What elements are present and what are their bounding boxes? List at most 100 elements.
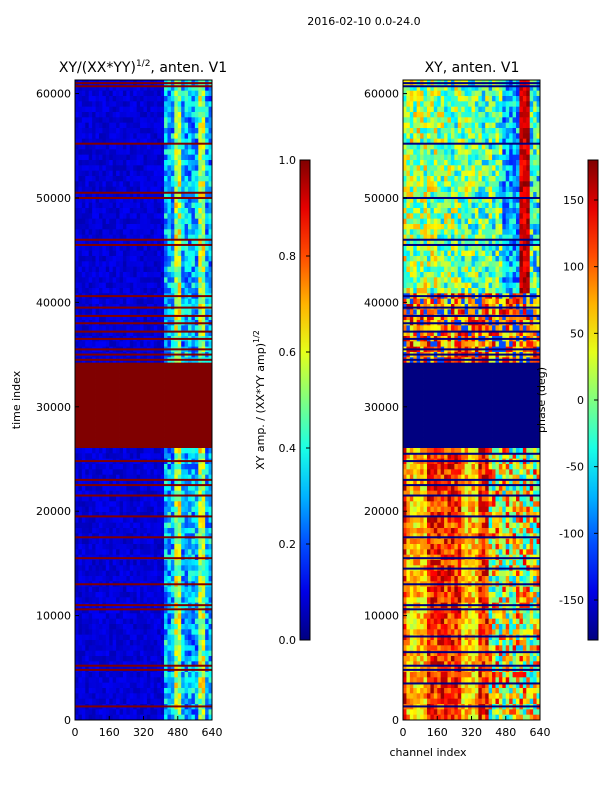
amplitude-heatmap-cell xyxy=(98,618,103,625)
amplitude-heatmap-cell xyxy=(143,656,148,662)
amplitude-heatmap-cell xyxy=(153,512,158,518)
amplitude-heatmap-cell xyxy=(140,368,144,374)
amplitude-heatmap-cell xyxy=(122,240,127,246)
amplitude-heatmap-cell xyxy=(194,149,199,156)
amplitude-heatmap-cell xyxy=(174,682,179,689)
amplitude-heatmap-cell xyxy=(208,453,213,460)
amplitude-heatmap-cell xyxy=(98,522,103,529)
amplitude-heatmap-cell xyxy=(133,170,138,177)
amplitude-colorbar-label-sup: 1/2 xyxy=(252,330,261,343)
amplitude-heatmap-cell xyxy=(81,629,86,636)
amplitude-heatmap-cell xyxy=(181,538,185,545)
amplitude-heatmap-cell xyxy=(119,709,124,716)
amplitude-heatmap-cell xyxy=(150,613,155,620)
amplitude-heatmap-cell xyxy=(174,202,179,209)
amplitude-heatmap-cell xyxy=(126,698,131,705)
amplitude-heatmap-cell xyxy=(170,693,175,700)
amplitude-heatmap-cell xyxy=(129,448,134,454)
amplitude-heatmap-cell xyxy=(157,714,162,721)
amplitude-heatmap-cell xyxy=(191,309,196,316)
amplitude-heatmap-cell xyxy=(129,586,134,593)
amplitude-heatmap-cell xyxy=(119,128,124,134)
amplitude-heatmap-cell xyxy=(181,410,185,417)
amplitude-heatmap-cell xyxy=(102,469,107,476)
amplitude-heatmap-cell xyxy=(122,186,127,193)
amplitude-heatmap-cell xyxy=(160,229,165,236)
amplitude-heatmap-cell xyxy=(191,576,196,582)
amplitude-heatmap-cell xyxy=(119,229,124,236)
amplitude-heatmap-cell xyxy=(136,608,141,614)
amplitude-heatmap-cell xyxy=(95,144,100,150)
amplitude-heatmap-cell xyxy=(126,144,131,150)
amplitude-heatmap-cell xyxy=(184,272,189,278)
amplitude-heatmap-cell xyxy=(78,645,83,652)
amplitude-heatmap-cell xyxy=(109,405,114,412)
amplitude-heatmap-cell xyxy=(75,122,79,129)
amplitude-heatmap-cell xyxy=(122,288,127,294)
amplitude-heatmap-cell xyxy=(146,538,151,545)
amplitude-heatmap-cell xyxy=(119,341,124,348)
amplitude-heatmap-cell xyxy=(167,661,172,668)
amplitude-heatmap-cell xyxy=(157,240,162,246)
amplitude-heatmap-cell xyxy=(140,384,144,390)
amplitude-heatmap-cell xyxy=(78,549,83,556)
amplitude-heatmap-cell xyxy=(126,272,131,278)
amplitude-heatmap-cell xyxy=(92,677,96,684)
amplitude-heatmap-cell xyxy=(188,245,192,252)
amplitude-heatmap-cell xyxy=(105,128,110,134)
amplitude-heatmap-cell xyxy=(153,176,158,182)
amplitude-heatmap-cell xyxy=(208,325,213,332)
amplitude-heatmap-cell xyxy=(174,629,179,636)
amplitude-heatmap-cell xyxy=(102,394,107,401)
amplitude-heatmap-cell xyxy=(81,549,86,556)
amplitude-heatmap-cell xyxy=(109,416,114,422)
amplitude-heatmap-cell xyxy=(98,154,103,161)
amplitude-heatmap-cell xyxy=(184,474,189,481)
amplitude-heatmap-cell xyxy=(160,208,165,214)
amplitude-heatmap-cell xyxy=(160,122,165,129)
amplitude-heatmap-cell xyxy=(105,240,110,246)
amplitude-heatmap-cell xyxy=(191,341,196,348)
amplitude-heatmap-cell xyxy=(140,533,144,540)
amplitude-heatmap-cell xyxy=(191,677,196,684)
amplitude-heatmap-cell xyxy=(119,693,124,700)
amplitude-heatmap-cell xyxy=(205,597,209,604)
amplitude-heatmap-cell xyxy=(160,325,165,332)
amplitude-heatmap-cell xyxy=(170,106,175,113)
amplitude-heatmap-cell xyxy=(198,197,203,204)
amplitude-heatmap-cell xyxy=(140,165,144,172)
amplitude-heatmap-cell xyxy=(126,576,131,582)
amplitude-heatmap-cell xyxy=(85,197,90,204)
phase-heatmap-cell xyxy=(454,85,459,92)
amplitude-heatmap-cell xyxy=(102,634,107,641)
amplitude-heatmap-cell xyxy=(122,416,127,422)
amplitude-heatmap-cell xyxy=(109,645,114,652)
amplitude-heatmap-cell xyxy=(98,117,103,124)
amplitude-heatmap-cell xyxy=(122,234,127,241)
amplitude-heatmap-cell xyxy=(191,96,196,102)
amplitude-heatmap-cell xyxy=(184,213,189,220)
amplitude-heatmap-cell xyxy=(140,277,144,284)
amplitude-heatmap-cell xyxy=(133,506,138,513)
amplitude-heatmap-cell xyxy=(201,272,206,278)
amplitude-heatmap-cell xyxy=(116,474,120,481)
amplitude-heatmap-cell xyxy=(112,144,117,150)
amplitude-heatmap-cell xyxy=(140,245,144,252)
amplitude-heatmap-cell xyxy=(198,330,203,337)
amplitude-heatmap-cell xyxy=(201,325,206,332)
amplitude-heatmap-cell xyxy=(153,624,158,630)
amplitude-heatmap-cell xyxy=(205,272,209,278)
amplitude-heatmap-cell xyxy=(133,213,138,220)
amplitude-heatmap-cell xyxy=(181,485,185,492)
amplitude-heatmap-cell xyxy=(150,464,155,470)
amplitude-heatmap-cell xyxy=(95,394,100,401)
amplitude-heatmap-cell xyxy=(164,485,168,492)
amplitude-heatmap-cell xyxy=(136,549,141,556)
amplitude-heatmap-cell xyxy=(191,218,196,225)
amplitude-heatmap-cell xyxy=(119,330,124,337)
amplitude-heatmap-cell xyxy=(109,373,114,380)
amplitude-heatmap-cell xyxy=(112,330,117,337)
amplitude-heatmap-cell xyxy=(201,400,206,406)
amplitude-heatmap-cell xyxy=(191,586,196,593)
amplitude-heatmap-cell xyxy=(198,480,203,486)
